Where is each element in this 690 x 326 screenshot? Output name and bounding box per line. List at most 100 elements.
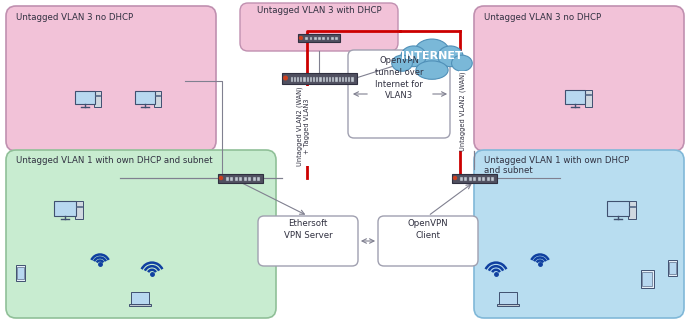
Text: Untagged VLAN 1 with own DHCP
and subnet: Untagged VLAN 1 with own DHCP and subnet bbox=[484, 156, 629, 175]
Bar bbox=[322, 77, 325, 82]
Bar bbox=[460, 176, 462, 181]
Circle shape bbox=[219, 176, 222, 180]
Bar bbox=[310, 37, 313, 40]
Bar bbox=[329, 77, 331, 82]
Bar bbox=[239, 176, 242, 181]
Bar bbox=[248, 176, 251, 181]
Bar bbox=[314, 37, 317, 40]
Text: Untagged VLAN2 (WAN)
+ Tagged VLAN3: Untagged VLAN2 (WAN) + Tagged VLAN3 bbox=[296, 86, 310, 166]
Bar bbox=[629, 205, 635, 207]
FancyBboxPatch shape bbox=[348, 50, 450, 138]
Bar bbox=[135, 91, 155, 104]
FancyBboxPatch shape bbox=[6, 150, 276, 318]
Ellipse shape bbox=[392, 55, 413, 71]
Bar bbox=[342, 77, 344, 82]
Text: Untagged VLAN 3 no DHCP: Untagged VLAN 3 no DHCP bbox=[16, 13, 133, 22]
Bar bbox=[332, 77, 334, 82]
Bar bbox=[339, 77, 341, 82]
Ellipse shape bbox=[451, 55, 472, 71]
Bar bbox=[155, 95, 160, 96]
FancyBboxPatch shape bbox=[474, 6, 684, 151]
Bar bbox=[282, 72, 357, 83]
Bar bbox=[351, 77, 353, 82]
Bar bbox=[313, 77, 315, 82]
Circle shape bbox=[299, 37, 302, 39]
Text: Untagged VLAN 1 with own DHCP and subnet: Untagged VLAN 1 with own DHCP and subnet bbox=[16, 156, 213, 165]
Bar bbox=[17, 267, 23, 279]
Bar bbox=[253, 176, 255, 181]
Bar bbox=[244, 176, 246, 181]
Bar bbox=[300, 77, 302, 82]
Text: Untagged VLAN 3 no DHCP: Untagged VLAN 3 no DHCP bbox=[484, 13, 601, 22]
Bar bbox=[335, 37, 338, 40]
FancyBboxPatch shape bbox=[6, 6, 216, 151]
Bar bbox=[331, 37, 334, 40]
Bar bbox=[294, 77, 296, 82]
Circle shape bbox=[284, 76, 287, 80]
Bar bbox=[482, 176, 485, 181]
Ellipse shape bbox=[416, 61, 448, 79]
FancyBboxPatch shape bbox=[240, 3, 398, 51]
Bar bbox=[326, 77, 328, 82]
Bar bbox=[217, 173, 262, 183]
Bar bbox=[131, 292, 149, 304]
Circle shape bbox=[453, 176, 457, 180]
Bar bbox=[469, 176, 471, 181]
Bar bbox=[669, 262, 676, 274]
Bar bbox=[75, 91, 95, 104]
Bar bbox=[585, 94, 591, 96]
Bar bbox=[94, 91, 101, 107]
Bar bbox=[257, 176, 260, 181]
Bar bbox=[345, 77, 347, 82]
Bar bbox=[607, 201, 629, 216]
Bar bbox=[15, 265, 25, 281]
Bar bbox=[584, 90, 592, 107]
FancyBboxPatch shape bbox=[378, 216, 478, 266]
Bar bbox=[290, 77, 293, 82]
Text: INTERNET: INTERNET bbox=[401, 51, 463, 61]
Bar bbox=[451, 173, 497, 183]
Bar bbox=[473, 176, 476, 181]
FancyBboxPatch shape bbox=[474, 150, 684, 318]
Ellipse shape bbox=[437, 46, 463, 67]
Text: OpenVPN
Client: OpenVPN Client bbox=[408, 219, 448, 240]
Bar bbox=[306, 77, 308, 82]
Bar bbox=[230, 176, 233, 181]
Bar bbox=[76, 205, 82, 207]
Bar bbox=[318, 37, 321, 40]
Bar bbox=[235, 176, 237, 181]
Text: Untagged VLAN 3 with DHCP: Untagged VLAN 3 with DHCP bbox=[257, 6, 382, 15]
Ellipse shape bbox=[401, 46, 426, 67]
Bar bbox=[226, 176, 228, 181]
Bar bbox=[564, 90, 585, 104]
Bar bbox=[129, 304, 151, 306]
Bar bbox=[316, 77, 318, 82]
Text: Untagged VLAN2 (WAN): Untagged VLAN2 (WAN) bbox=[460, 71, 466, 151]
Bar bbox=[297, 34, 340, 42]
Bar bbox=[95, 95, 100, 96]
Bar bbox=[305, 37, 308, 40]
Bar bbox=[54, 201, 76, 216]
Bar bbox=[477, 176, 480, 181]
Bar bbox=[310, 77, 312, 82]
Bar bbox=[304, 77, 306, 82]
Bar bbox=[297, 77, 299, 82]
Bar bbox=[154, 91, 161, 107]
Text: Ethersoft
VPN Server: Ethersoft VPN Server bbox=[284, 219, 333, 240]
Bar bbox=[499, 292, 517, 304]
Bar bbox=[348, 77, 351, 82]
Bar bbox=[642, 272, 652, 286]
Bar bbox=[326, 37, 329, 40]
Ellipse shape bbox=[415, 39, 449, 64]
Bar bbox=[322, 37, 325, 40]
Bar bbox=[628, 201, 636, 219]
Bar bbox=[486, 176, 489, 181]
FancyBboxPatch shape bbox=[258, 216, 358, 266]
Bar bbox=[464, 176, 467, 181]
Bar bbox=[640, 270, 653, 288]
Bar bbox=[667, 260, 676, 276]
Bar bbox=[491, 176, 494, 181]
Bar bbox=[335, 77, 337, 82]
Bar bbox=[497, 304, 519, 306]
Bar bbox=[319, 77, 322, 82]
